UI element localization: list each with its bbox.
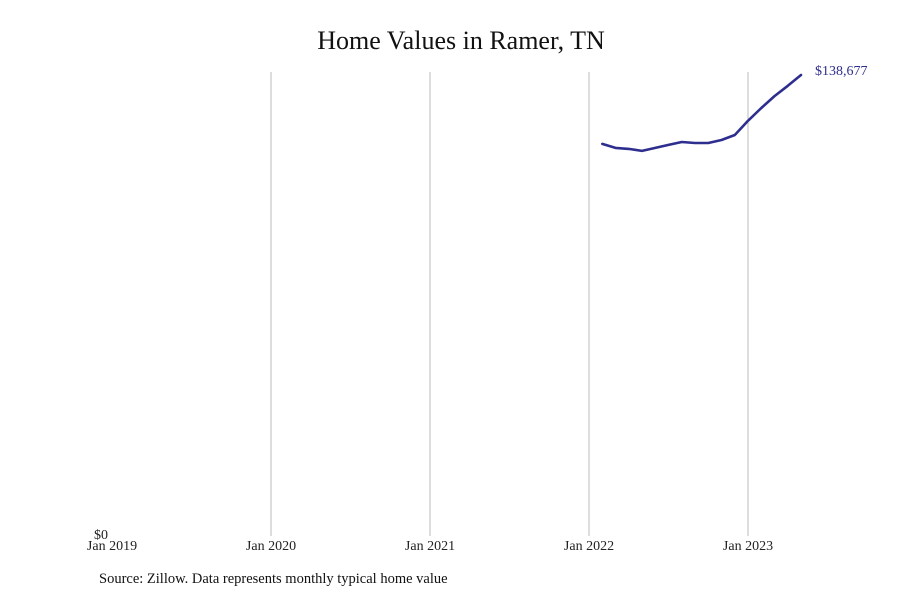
- x-tick-label: Jan 2019: [87, 539, 137, 554]
- x-tick-label: Jan 2023: [723, 539, 773, 554]
- x-tick-label: Jan 2022: [564, 539, 614, 554]
- vertical-gridlines: [270, 72, 749, 536]
- y-axis-zero-label: $0: [94, 528, 108, 543]
- latest-value-label: $138,677: [815, 64, 868, 79]
- source-note: Source: Zillow. Data represents monthly …: [99, 571, 448, 587]
- chart-title: Home Values in Ramer, TN: [317, 26, 605, 55]
- x-tick-label: Jan 2021: [405, 539, 455, 554]
- x-tick-label: Jan 2020: [246, 539, 296, 554]
- x-axis-tick-labels: Jan 2019 Jan 2020 Jan 2021 Jan 2022 Jan 2023: [87, 539, 773, 554]
- home-value-line: [600, 73, 803, 153]
